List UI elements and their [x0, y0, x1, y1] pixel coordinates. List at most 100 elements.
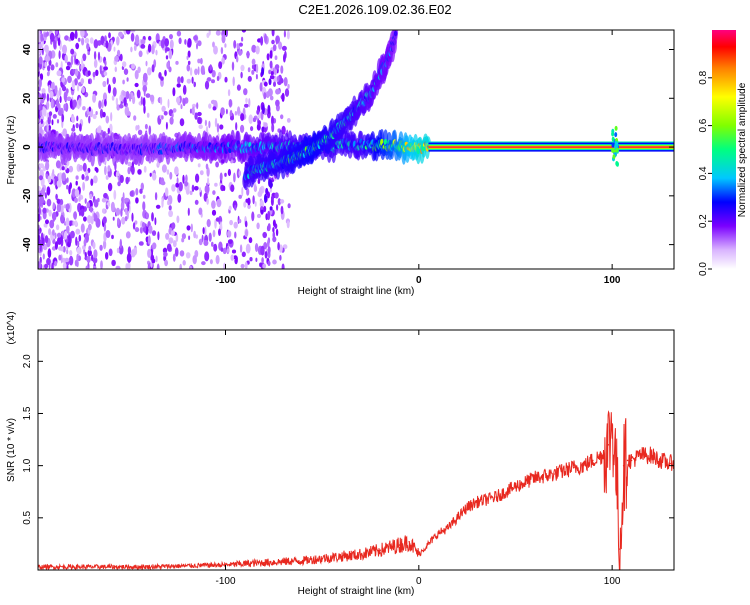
noise-speck — [193, 186, 199, 191]
noise-speck — [238, 49, 243, 56]
noise-speck — [166, 243, 172, 252]
snr-y-ticks: 0.5 1.0 1.5 2.0 — [22, 354, 674, 525]
noise-speck — [231, 249, 237, 254]
noise-speck — [220, 221, 223, 230]
carrier-bands — [428, 125, 674, 167]
noise-speck — [52, 169, 55, 177]
noise-speck — [148, 125, 152, 135]
noise-speck — [274, 192, 279, 199]
noise-speck — [134, 227, 140, 233]
noise-speck — [62, 44, 67, 54]
noise-speck — [224, 76, 228, 83]
noise-speck — [278, 41, 283, 50]
noise-speck — [193, 35, 198, 41]
noise-speck — [272, 231, 276, 239]
noise-speck — [174, 247, 179, 257]
noise-speck — [274, 55, 278, 60]
noise-speck — [87, 215, 92, 224]
noise-speck — [81, 86, 86, 94]
noise-speck — [189, 265, 192, 269]
noise-speck — [82, 53, 87, 62]
noise-speck — [186, 64, 191, 72]
noise-speck — [160, 39, 165, 49]
snr-frame — [37, 329, 675, 571]
noise-speck — [72, 99, 77, 108]
noise-speck — [138, 241, 144, 246]
noise-speck — [259, 262, 263, 268]
spike-speck — [615, 147, 619, 153]
noise-speck — [115, 207, 121, 216]
noise-speck — [148, 35, 152, 41]
noise-speck — [264, 33, 267, 44]
noise-speck — [74, 197, 78, 203]
noise-speck — [263, 81, 268, 87]
colorbar-ticks: 0.0 0.2 0.4 0.6 0.8 — [698, 70, 712, 276]
noise-speck — [206, 32, 210, 38]
noise-speck — [92, 256, 98, 264]
noise-speck — [171, 112, 174, 119]
noise-speck — [105, 252, 109, 260]
noise-speck — [248, 237, 253, 244]
noise-speck — [252, 117, 257, 123]
noise-speck — [235, 122, 238, 131]
y-tick-label: 2.0 — [22, 354, 33, 368]
noise-speck — [234, 231, 237, 239]
noise-speck — [92, 71, 96, 78]
y-tick-label: 40 — [22, 44, 33, 56]
snr-point — [607, 444, 610, 446]
noise-speck — [107, 165, 111, 172]
snr-point — [147, 566, 149, 568]
noise-speck — [85, 175, 90, 181]
noise-speck — [170, 230, 175, 237]
noise-speck — [72, 220, 75, 226]
noise-speck — [213, 243, 218, 252]
noise-speck — [84, 37, 90, 44]
noise-speck — [39, 110, 42, 117]
noise-speck — [251, 211, 255, 222]
noise-speck — [151, 212, 154, 222]
noise-speck — [227, 230, 232, 238]
colorbar-tick-label: 0.8 — [698, 70, 709, 84]
noise-speck — [102, 92, 108, 102]
noise-speck — [206, 77, 212, 82]
noise-speck — [286, 118, 291, 123]
noise-speck — [61, 77, 66, 83]
y-tick-label: 1.0 — [22, 458, 33, 472]
noise-speck — [263, 127, 267, 133]
noise-speck — [125, 91, 130, 100]
noise-speck — [172, 87, 176, 97]
noise-speck — [168, 237, 174, 244]
noise-speck — [258, 187, 263, 196]
noise-speck — [88, 245, 92, 252]
noise-speck — [147, 248, 152, 258]
noise-speck — [125, 30, 131, 35]
noise-speck — [147, 235, 151, 245]
noise-speck — [193, 81, 196, 88]
snr-point — [447, 527, 449, 530]
noise-speck — [48, 84, 51, 94]
noise-speck — [58, 254, 62, 261]
noise-speck — [194, 112, 198, 120]
noise-speck — [134, 70, 139, 80]
noise-speck — [194, 68, 198, 76]
noise-speck — [221, 57, 225, 65]
snr-point — [615, 464, 617, 467]
noise-speck — [175, 60, 179, 65]
noise-speck — [281, 45, 287, 51]
noise-speck — [269, 206, 273, 211]
noise-speck — [187, 38, 192, 48]
noise-speck — [172, 253, 176, 262]
snr-point — [572, 466, 575, 469]
noise-speck — [51, 212, 57, 221]
noise-speck — [51, 119, 54, 126]
snr-point — [659, 459, 662, 462]
noise-speck — [60, 214, 65, 224]
noise-speck — [165, 121, 168, 130]
noise-speck — [98, 100, 102, 110]
noise-speck — [184, 39, 187, 45]
noise-speck — [176, 177, 179, 185]
noise-speck — [58, 87, 62, 97]
noise-speck — [204, 80, 210, 90]
noise-speck — [189, 108, 193, 114]
noise-speck — [62, 262, 67, 269]
